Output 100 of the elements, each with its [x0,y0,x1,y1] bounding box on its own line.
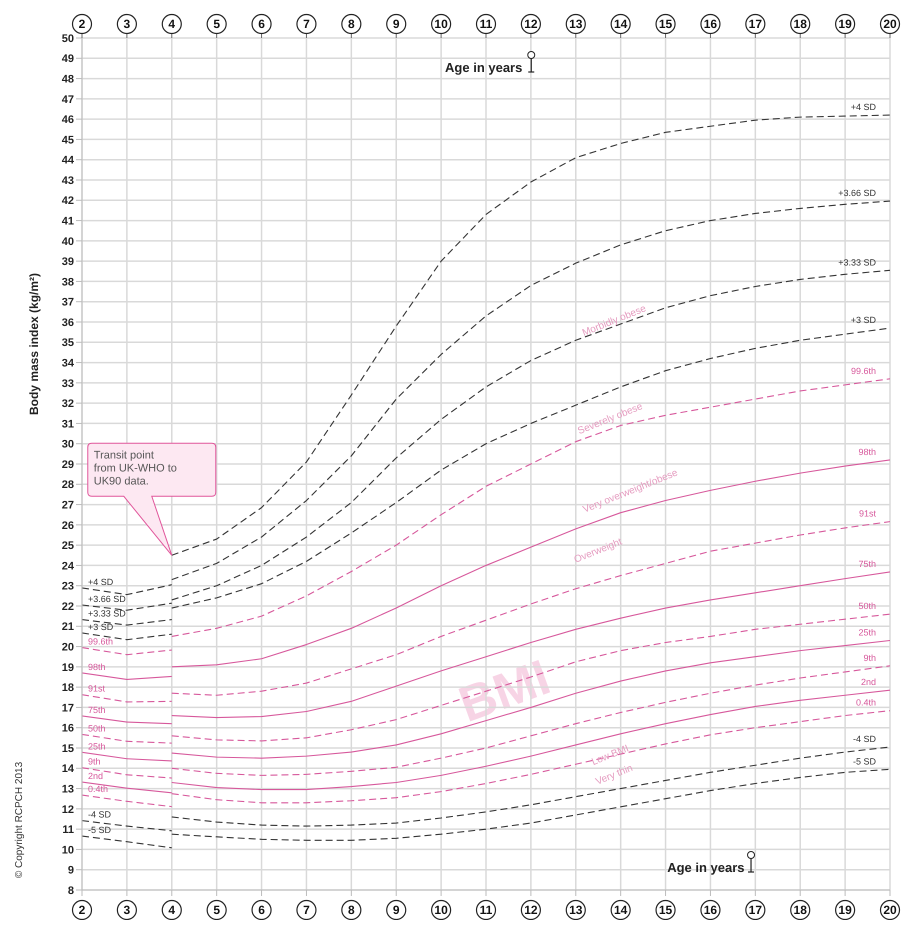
x-tick-label: 4 [168,17,176,32]
x-tick-label: 14 [614,17,628,32]
y-tick-label: 49 [62,53,74,66]
series-label: 0.4th [856,698,876,708]
series-label: 9th [863,652,876,663]
x2-tick-label: 16 [704,903,718,918]
y-tick-label: 15 [62,742,74,755]
x2-tick-label: 13 [569,903,583,918]
series-label: +3 SD [850,315,876,326]
series-label: 50th [88,723,106,734]
series-label: +3.33 SD [838,257,876,268]
x2-tick-label: 18 [794,903,808,918]
y-tick-label: 25 [62,540,74,552]
x2-tick-label: 12 [524,903,538,918]
series-label: 9th [88,756,101,767]
series-label: -4 SD [88,810,112,820]
line-series [171,614,890,742]
series-label: 75th [858,558,876,569]
y-tick-label: 8 [68,884,74,897]
series-label: 50th [858,601,876,612]
x2-tick-label: 10 [434,903,448,918]
x-tick-label: 16 [704,17,718,32]
x-tick-label: 18 [794,17,808,32]
annotation: Transit point from UK-WHO to UK90 data. [94,449,177,488]
y-tick-label: 21 [62,621,74,634]
x-tick-label: 7 [303,17,310,32]
series-label: +4 SD [88,576,114,587]
y-tick-label: 44 [62,154,75,167]
y-tick-label: 41 [62,215,74,228]
y-tick-label: 13 [62,783,74,796]
y-tick-label: 47 [62,94,74,106]
x-tick-label: 13 [569,17,583,32]
series-label: +4 SD [850,102,876,112]
line-series [171,746,890,827]
y-tick-label: 11 [62,824,74,836]
x2-tick-label: 20 [883,903,897,918]
text: © Copyright RCPCH 2013 [14,761,25,878]
x-tick-label: 9 [392,17,400,32]
y-tick-label: 17 [62,702,74,714]
series-label: +3.66 SD [88,594,126,604]
series-label: +3.66 SD [838,188,876,198]
x2-tick-label: 2 [78,903,86,918]
series-label: 25th [88,741,106,752]
x2-tick-label: 8 [348,903,355,918]
y-tick-label: 35 [62,337,74,350]
y-tick-label: 39 [62,256,74,268]
series-label: -5 SD [88,825,112,836]
y-tick-label: 24 [62,560,75,572]
series-label: -4 SD [852,734,876,744]
x-tick-label: 12 [524,17,538,32]
x-tick-label: 2 [78,17,86,32]
y-tick-label: 48 [62,73,74,86]
x-tick-label: 15 [658,17,673,32]
y-axis-title: Body mass index (kg/m²) [27,272,41,416]
y-tick-label: 36 [62,316,74,329]
x-tick-label: 5 [213,17,220,32]
x-tick-label: 6 [258,17,266,32]
series-label: 99.6th [88,636,114,647]
y-tick-label: 12 [62,804,74,816]
y-tick-label: 31 [62,418,74,430]
y-tick-label: 46 [62,114,74,126]
series-label: 98th [88,662,106,672]
y-tick-label: 22 [62,600,74,613]
x2-axis-title: Age in years [445,60,522,75]
y-tick-label: 23 [62,580,74,593]
y-tick-label: 42 [62,195,74,208]
y-tick-label: 32 [62,398,74,410]
y-tick-label: 9 [68,864,74,877]
series-label: 75th [88,704,106,715]
x-tick-label: 8 [348,17,355,32]
y-tick-label: 33 [62,378,74,390]
x-tick-label: 17 [748,17,762,32]
series-label: -5 SD [852,756,876,766]
y-tick-label: 28 [62,479,74,492]
series-label: 0.4th [88,784,108,794]
y-tick-label: 30 [62,438,74,451]
x2-tick-label: 14 [614,903,628,918]
x2-tick-label: 11 [480,903,493,918]
x2-tick-label: 7 [303,903,310,918]
x-tick-label: 3 [124,17,131,32]
series-label: +3.33 SD [88,608,126,619]
x2-tick-label: 6 [258,903,266,918]
y-tick-label: 37 [62,296,74,309]
y-tick-label: 19 [62,662,74,674]
y-tick-label: 43 [62,174,74,187]
x2-tick-label: 4 [168,903,176,918]
y-tick-label: 45 [62,134,74,146]
x2-tick-label: 19 [838,903,852,918]
y-tick-label: 40 [62,236,74,248]
y-tick-label: 26 [62,520,74,532]
series-label: +3 SD [88,622,114,632]
series-label: 25th [858,627,876,638]
x-tick-label: 11 [480,17,493,32]
x2-tick-label: 5 [213,903,220,918]
x2-tick-label: 17 [748,903,762,918]
y-tick-label: 20 [62,641,74,654]
x-tick-label: 10 [434,17,448,32]
y-tick-label: 29 [62,458,74,471]
y-tick-label: 34 [62,357,75,370]
series-label: 91st [88,684,106,694]
